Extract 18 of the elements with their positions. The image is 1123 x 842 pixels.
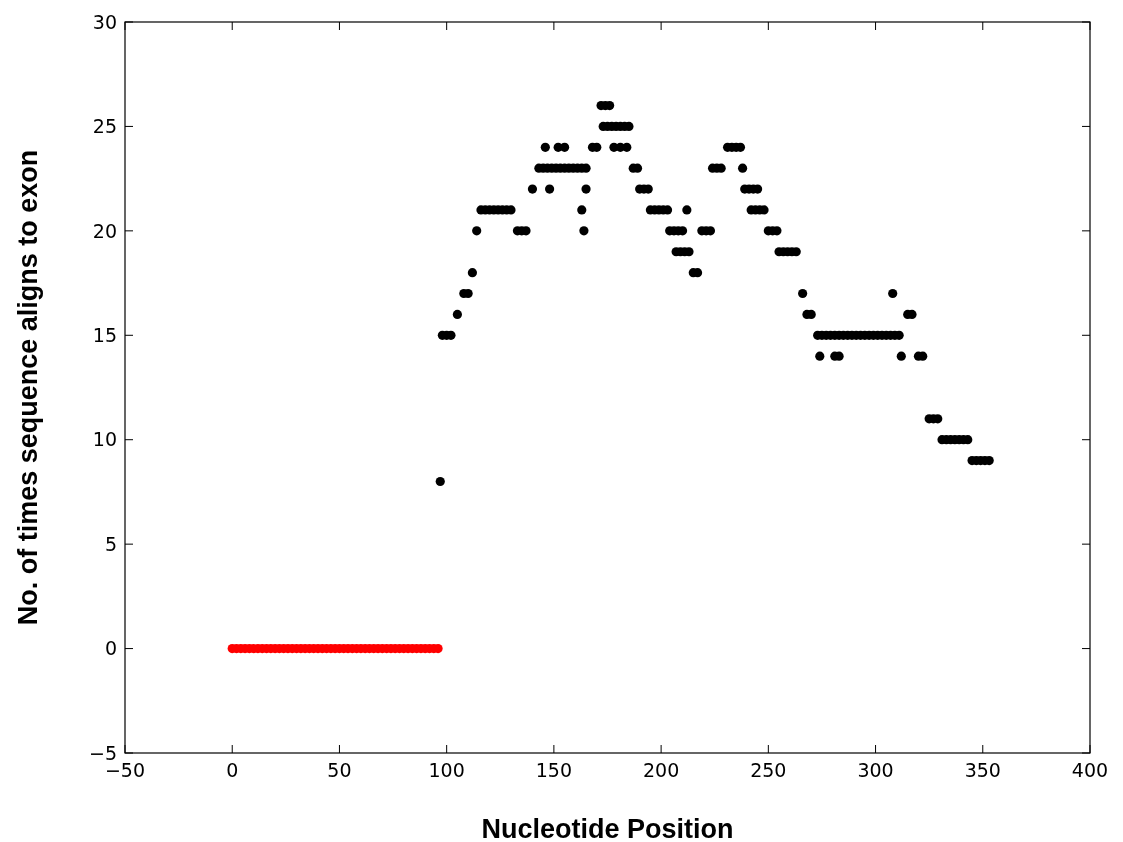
x-tick-label: 250 xyxy=(750,759,787,781)
y-tick-label: 20 xyxy=(92,219,117,242)
x-tick-label: 200 xyxy=(642,759,680,781)
y-tick-label: 25 xyxy=(92,115,117,138)
y-tick-label: 30 xyxy=(92,10,117,33)
x-tick-label: 150 xyxy=(535,759,573,781)
x-tick-label: 400 xyxy=(1071,759,1109,781)
x-tick-label: 350 xyxy=(964,759,1001,781)
y-tick-label: 10 xyxy=(92,428,117,451)
x-tick-label: 50 xyxy=(327,759,352,781)
y-tick-label: 5 xyxy=(104,532,117,555)
x-axis-title: Nucleotide Position xyxy=(481,814,734,842)
x-tick-label: 100 xyxy=(428,759,465,781)
x-tick-label: 300 xyxy=(857,759,894,781)
y-tick-label: 15 xyxy=(92,323,117,346)
y-tick-label: 0 xyxy=(104,637,117,660)
x-tick-label: 0 xyxy=(226,759,239,781)
y-axis-title: No. of times sequence aligns to exon xyxy=(13,149,43,626)
